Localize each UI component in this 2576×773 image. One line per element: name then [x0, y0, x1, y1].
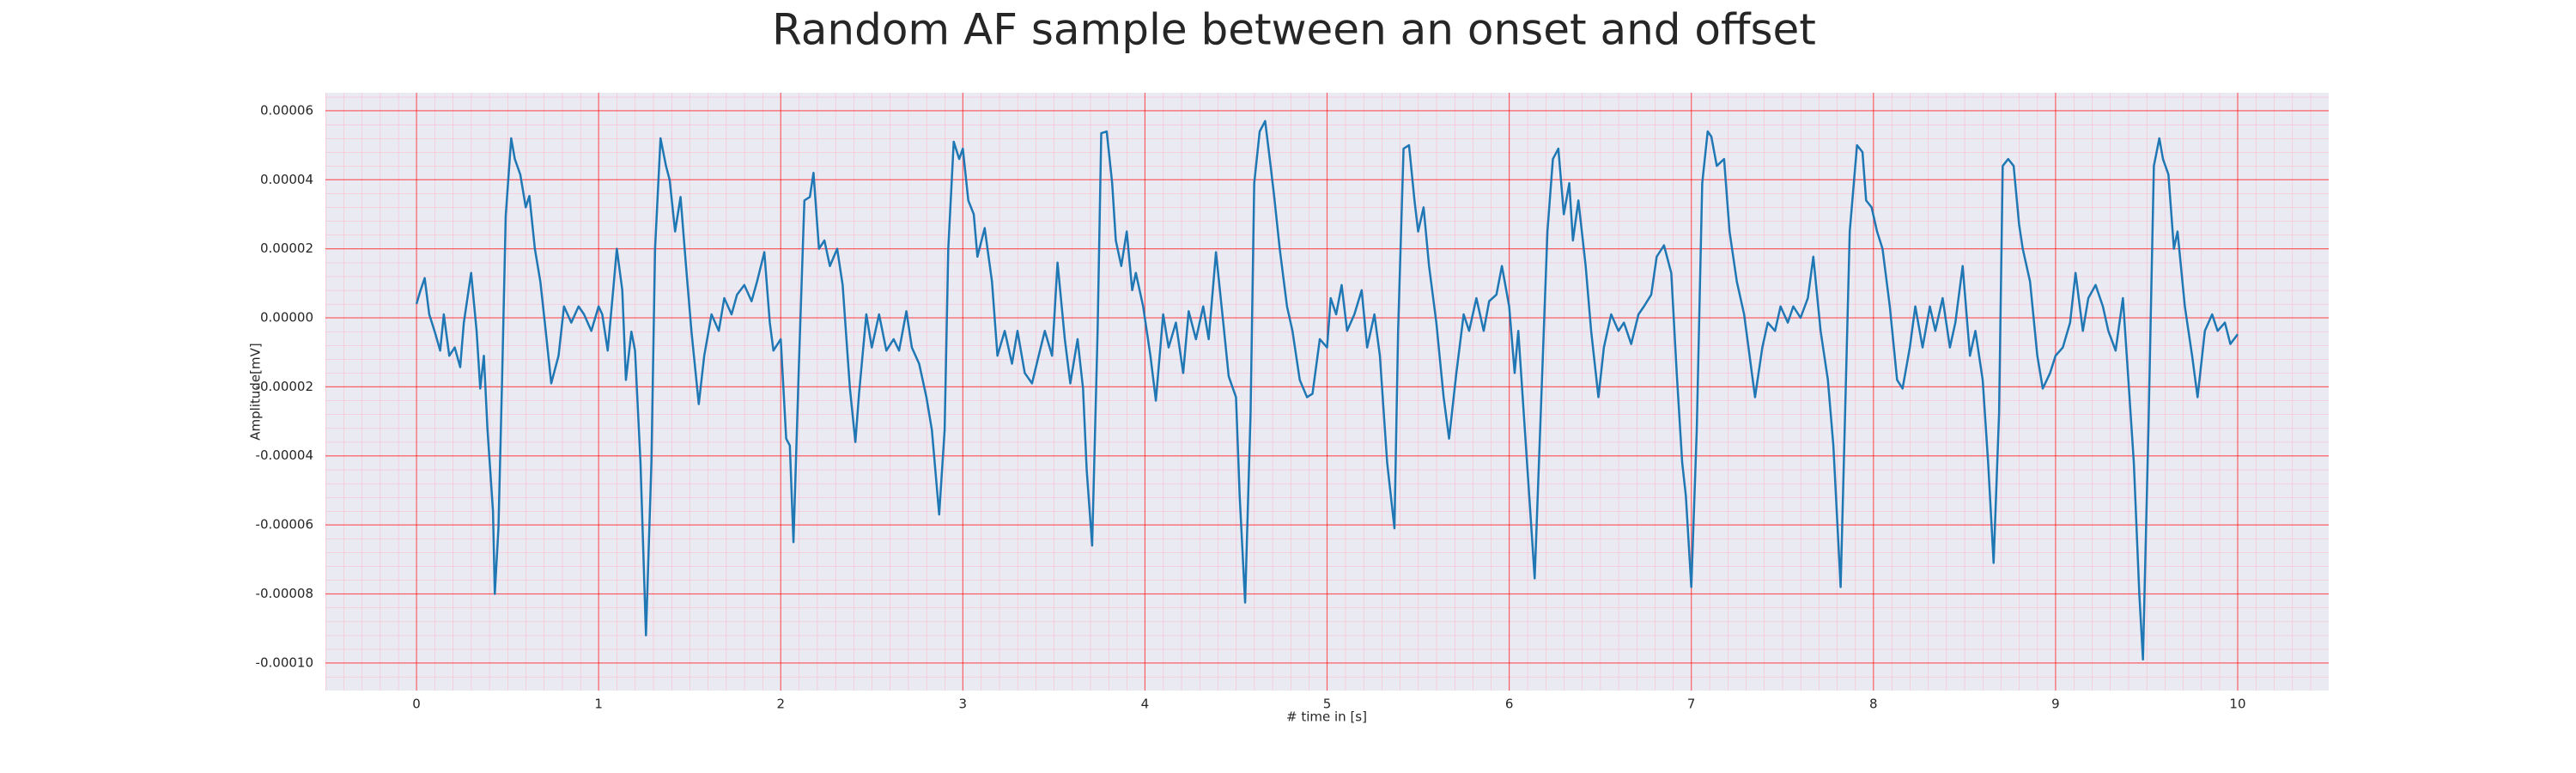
x-tick-label: 1 — [594, 697, 603, 712]
x-tick-label: 0 — [412, 697, 421, 712]
x-tick-label: 7 — [1687, 697, 1696, 712]
x-axis-label: # time in [s] — [1286, 709, 1367, 725]
y-axis-label: Amplitude[mV] — [248, 343, 264, 440]
x-tick-label: 3 — [959, 697, 968, 712]
x-tick-label: 5 — [1323, 697, 1332, 712]
x-tick-label: 9 — [2051, 697, 2060, 712]
x-tick-label: 2 — [776, 697, 785, 712]
y-tick-label: 0.00006 — [260, 102, 313, 118]
y-tick-label: -0.00002 — [256, 379, 313, 394]
y-tick-label: -0.00004 — [256, 447, 313, 463]
x-tick-label: 6 — [1505, 697, 1514, 712]
x-tick-label: 4 — [1141, 697, 1150, 712]
x-tick-label: 10 — [2229, 697, 2245, 712]
y-tick-label: 0.00002 — [260, 240, 313, 256]
y-tick-label: -0.00008 — [256, 586, 313, 601]
y-tick-label: 0.00004 — [260, 172, 313, 187]
signal-line — [415, 119, 2239, 661]
x-tick-label: 8 — [1869, 697, 1878, 712]
y-tick-label: 0.00000 — [260, 310, 313, 326]
y-tick-label: -0.00006 — [256, 517, 313, 533]
y-tick-label: -0.00010 — [256, 654, 313, 670]
chart-title: Random AF sample between an onset and of… — [772, 5, 1816, 55]
